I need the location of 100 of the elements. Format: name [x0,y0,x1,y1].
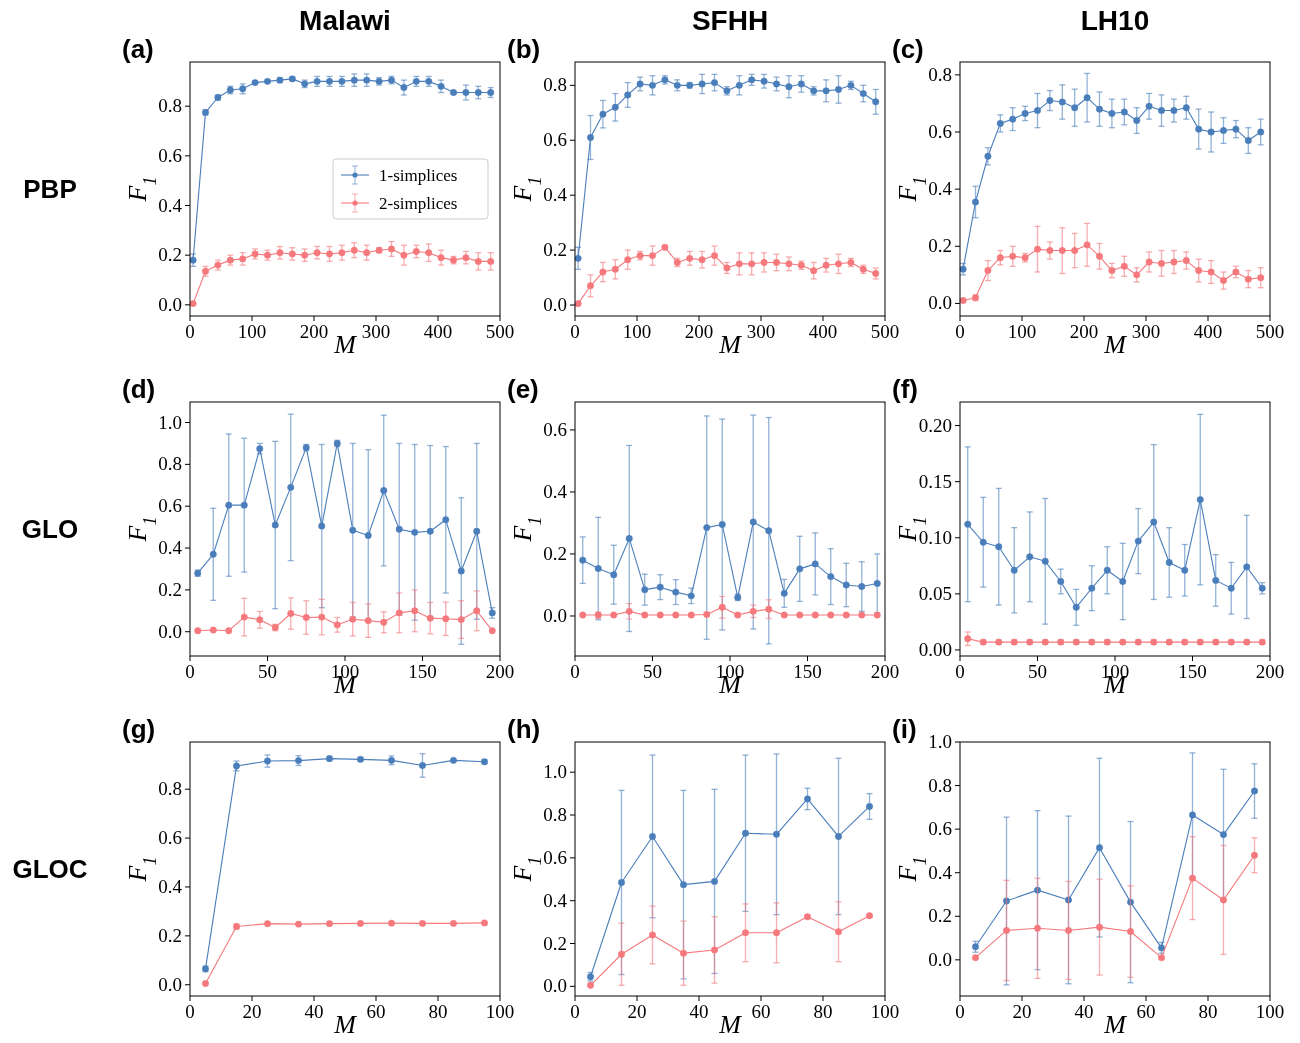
x-tick-label: 200 [1069,321,1099,342]
point [1170,258,1178,266]
point [1057,578,1065,585]
x-tick-label: 500 [485,321,515,342]
point [1041,557,1049,565]
point [225,501,233,509]
point [734,611,742,619]
point [1220,277,1227,285]
point [610,571,618,579]
point [1251,787,1258,795]
point [785,260,793,268]
y-tick-label: 0.4 [543,480,568,502]
point [326,250,333,258]
point [1021,109,1029,117]
y-tick-label: 0.0 [928,948,952,970]
chart-title: (f) [892,374,918,404]
point [1127,898,1134,906]
x-tick-label: 100 [237,321,267,342]
point [1071,104,1079,112]
point [264,920,271,928]
point [1058,247,1066,255]
point [611,103,619,111]
point [457,567,465,575]
point [202,980,209,987]
point [1134,537,1142,545]
point [1009,115,1017,123]
point [835,928,842,936]
chart-title: (d) [122,374,156,404]
x-axis-title: M [1103,1010,1128,1039]
point [1083,241,1091,249]
point [450,756,457,764]
point [822,87,830,95]
point [364,532,372,539]
y-tick-label: 0.8 [158,453,182,475]
point [318,522,326,530]
point [610,611,618,619]
point [618,950,625,958]
point [474,257,482,265]
point [636,80,644,88]
point [1120,262,1128,270]
x-tick-label: 40 [689,1001,709,1022]
point [574,254,582,262]
point [388,919,395,927]
point [611,265,619,273]
point [271,521,279,529]
point [1189,811,1196,819]
x-tick-label: 0 [955,321,965,342]
x-tick-label: 400 [808,321,838,342]
point [624,91,632,99]
point [835,833,842,840]
point [579,556,587,564]
y-tick-label: 0.2 [928,905,952,927]
point [419,919,426,927]
point [350,246,358,254]
y-tick-label: 0.2 [543,932,567,954]
point [1034,924,1041,932]
point [1010,566,1018,574]
point [687,611,695,619]
y-tick-label: 0.6 [928,818,952,840]
point [474,89,482,96]
point [400,251,408,259]
x-tick-label: 100 [1255,1001,1285,1022]
point [735,260,743,268]
x-tick-label: 300 [361,321,391,342]
y-tick-label: 0.6 [543,418,567,440]
point [313,249,321,257]
y-tick-label: 0.8 [158,95,182,117]
y-tick-label: 0.05 [918,582,952,604]
point [1243,563,1251,571]
y-tick-label: 0.10 [918,526,952,548]
x-tick-label: 60 [366,1001,386,1022]
y-tick-label: 0.4 [158,537,183,559]
y-tick-label: 0.4 [543,184,568,206]
point [1145,258,1153,266]
point [587,134,594,141]
point [1158,259,1165,267]
point [773,80,780,88]
point [842,581,850,589]
y-tick-label: 0.0 [158,973,182,995]
point [996,119,1004,127]
point [1096,844,1103,852]
chart-title: (a) [122,34,154,64]
point [240,501,248,509]
point [209,550,217,558]
point [773,259,780,266]
point [437,254,445,262]
point [1046,247,1054,255]
y-tick-label: 0.6 [928,121,952,142]
point [357,919,364,927]
x-tick-label: 40 [1074,1001,1094,1022]
x-axis-title: M [1103,330,1128,359]
point [1257,274,1265,282]
point [1170,107,1178,115]
point [256,616,264,624]
x-tick-label: 50 [258,661,277,682]
x-tick-label: 0 [185,321,195,342]
point [718,521,726,528]
point [240,613,248,621]
point [1065,896,1072,904]
y-tick-label: 1.0 [158,411,182,433]
